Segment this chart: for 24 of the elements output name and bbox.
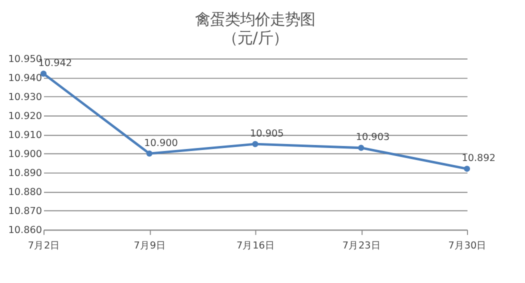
data-label: 10.942 [38,58,72,69]
y-tick-label: 10.930 [8,92,42,103]
x-tick-label: 7月30日 [448,240,487,252]
chart-subtitle: （元/斤） [222,29,288,48]
point [252,141,258,148]
chart-title: 禽蛋类均价走势图 [195,10,316,29]
data-label: 10.903 [356,132,390,144]
y-tick-label: 10.890 [8,168,42,179]
y-tick-label: 10.920 [8,110,42,122]
y-tick-label: 10.860 [8,225,42,236]
y-tick-label: 10.880 [8,186,42,198]
x-tick-label: 7月16日 [236,240,275,252]
y-tick-label: 10.870 [8,206,42,217]
y-tick-label: 10.900 [8,148,42,160]
x-tick-label: 7月9日 [134,240,166,252]
data-label: 10.892 [462,153,496,164]
y-tick-label: 10.940 [8,72,42,84]
point [358,144,364,151]
y-tick-label: 10.910 [8,130,42,141]
data-label: 10.900 [144,138,178,149]
point [464,166,470,172]
x-tick-label: 7月23日 [342,240,381,252]
x-tick-label: 7月2日 [28,240,60,252]
point [146,150,152,157]
